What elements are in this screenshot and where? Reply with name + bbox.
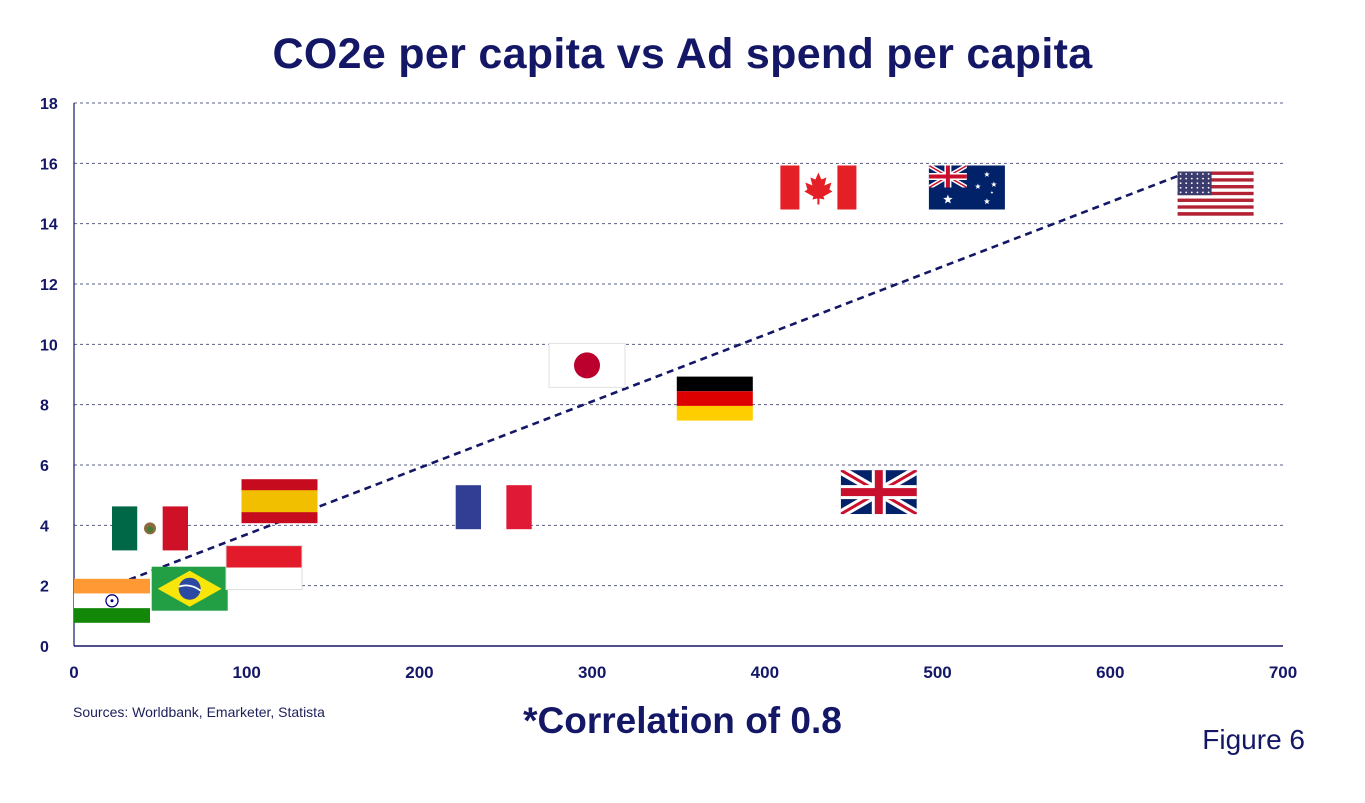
x-tick-label: 100 [233, 663, 261, 682]
x-tick-labels: 0 100 200 300 400 500 600 700 [69, 663, 1297, 682]
usa-flag: United States [1177, 171, 1254, 216]
correlation-note: *Correlation of 0.8 [523, 700, 842, 741]
y-tick-label: 0 [40, 639, 49, 656]
australia-flag: Australia [928, 165, 1005, 210]
y-tick-label: 8 [40, 398, 49, 415]
y-tick-label: 10 [40, 337, 58, 354]
y-tick-label: 6 [40, 458, 49, 475]
y-tick-label: 4 [40, 518, 49, 535]
x-tick-label: 200 [405, 663, 433, 682]
trendline-layer [128, 174, 1180, 581]
france-flag: France [455, 485, 532, 530]
x-tick-label: 600 [1096, 663, 1124, 682]
spain-flag: Spain [241, 479, 318, 524]
japan-flag: Japan [548, 342, 626, 388]
chart-title: CO2e per capita vs Ad spend per capita [272, 30, 1093, 78]
sources-note: Sources: Worldbank, Emarketer, Statista [73, 704, 325, 720]
figure-label: Figure 6 [1202, 724, 1305, 755]
y-tick-label: 16 [40, 156, 58, 173]
x-tick-label: 0 [69, 663, 78, 682]
y-tick-label: 2 [40, 579, 49, 596]
uk-flag: United Kingdom [840, 470, 917, 515]
india-flag: India [74, 578, 150, 623]
x-tick-label: 300 [578, 663, 606, 682]
x-tick-label: 700 [1269, 663, 1297, 682]
x-tick-label: 400 [751, 663, 779, 682]
y-tick-label: 18 [40, 96, 58, 113]
mexico-flag: Mexico [112, 506, 188, 551]
germany-flag: Germany [676, 376, 753, 421]
y-tick-label: 14 [40, 217, 58, 234]
brazil-flag: Brazil [151, 566, 228, 611]
y-tick-labels: 0 2 4 6 8 10 12 14 16 18 [40, 96, 58, 656]
data-points: IndiaBrazil Mexico Indonesia Spain France Jap… [74, 165, 1254, 623]
axes [73, 103, 1283, 647]
indonesia-flag: Indonesia [225, 545, 303, 591]
trendline [128, 174, 1180, 581]
y-tick-label: 12 [40, 277, 58, 294]
x-tick-label: 500 [923, 663, 951, 682]
canada-flag: Canada [780, 165, 857, 210]
